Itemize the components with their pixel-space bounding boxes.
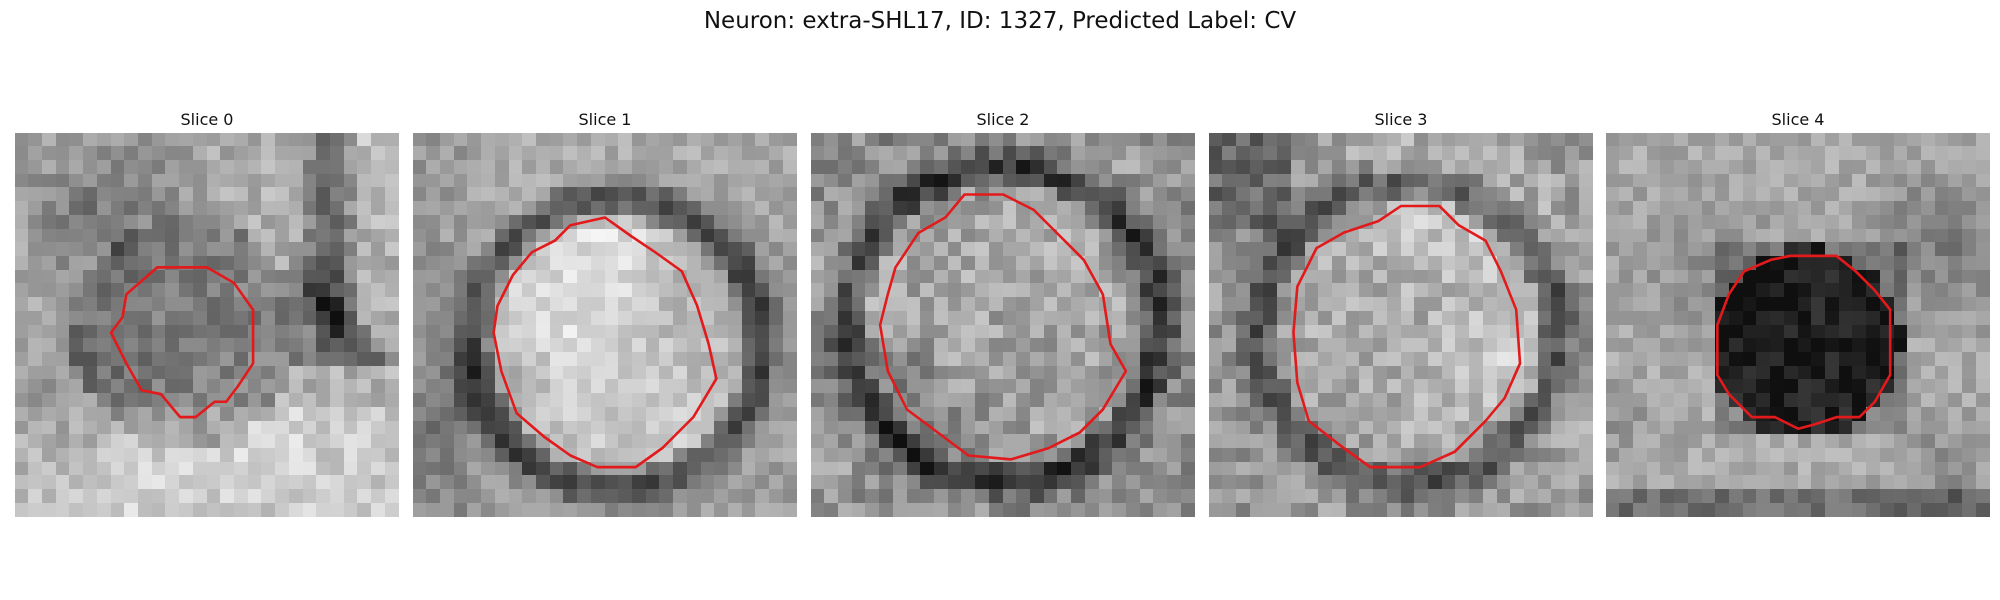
slice-panel-3: Slice 3 [1209, 108, 1593, 517]
figure-title: Neuron: extra-SHL17, ID: 1327, Predicted… [703, 8, 1297, 34]
slice-image-3 [1209, 133, 1593, 517]
slice-panel-2: Slice 2 [811, 108, 1195, 517]
slice-image-4 [1606, 133, 1990, 517]
slice-panel-1: Slice 1 [413, 108, 797, 517]
slice-title-0: Slice 0 [180, 110, 234, 129]
slice-title-1: Slice 1 [578, 110, 632, 129]
slice-title-2: Slice 2 [976, 110, 1030, 129]
slice-image-2 [811, 133, 1195, 517]
slice-panel-0: Slice 0 [15, 108, 399, 517]
slice-image-1 [413, 133, 797, 517]
slice-image-0 [15, 133, 399, 517]
slice-title-3: Slice 3 [1374, 110, 1428, 129]
slice-title-4: Slice 4 [1771, 110, 1825, 129]
slice-panel-4: Slice 4 [1606, 108, 1990, 517]
